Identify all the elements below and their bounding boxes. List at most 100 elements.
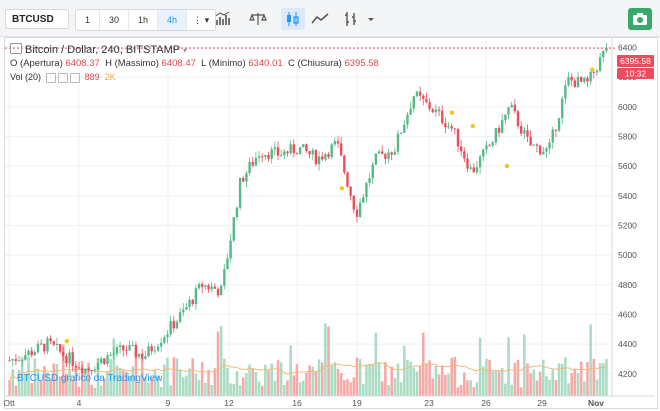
volume-bar <box>548 379 551 396</box>
candle-body <box>463 151 466 159</box>
legend-title: Bitcoin / Dollar, 240, BITSTAMP <box>25 44 181 56</box>
x-tick-label: Ott <box>3 398 15 408</box>
candle-body <box>46 338 49 352</box>
legend-dropdown-icon[interactable]: ▾ <box>183 46 188 55</box>
compare-icon[interactable] <box>246 8 270 30</box>
volume-bar <box>90 385 93 396</box>
chart-grid <box>5 40 612 396</box>
candle-body <box>605 48 608 51</box>
volume-bar <box>529 373 532 396</box>
candle-body <box>96 362 100 370</box>
volume-bar <box>428 360 431 396</box>
volume-bar <box>317 359 321 396</box>
volume-bar <box>194 373 198 396</box>
chevron-down-icon[interactable] <box>363 8 377 30</box>
close-icon[interactable] <box>69 72 80 83</box>
candle-body <box>84 368 87 373</box>
candle-body <box>510 104 513 108</box>
candle-body <box>188 299 191 307</box>
candle-body <box>128 345 131 351</box>
candle-body <box>90 370 93 372</box>
candle-body <box>33 352 37 356</box>
event-marker[interactable] <box>64 338 70 344</box>
candle-body <box>106 355 109 364</box>
volume-bar <box>387 384 390 396</box>
candle-body <box>472 167 475 173</box>
candle-body <box>428 102 431 110</box>
event-marker[interactable] <box>449 110 455 115</box>
open-value: 6408.37 <box>65 58 100 69</box>
candle-body <box>242 177 245 182</box>
volume-bar <box>469 380 472 396</box>
eye-icon[interactable] <box>45 72 56 83</box>
bars-style-icon[interactable] <box>339 8 363 30</box>
candle-body <box>62 351 65 357</box>
candles-style-icon[interactable] <box>281 8 305 30</box>
event-marker[interactable] <box>339 186 345 191</box>
high-value: 6408.47 <box>161 58 196 69</box>
timeframe-1h[interactable]: 1h <box>129 10 159 30</box>
candle-body <box>450 126 453 129</box>
candle-body <box>422 95 425 100</box>
candle-body <box>368 178 371 183</box>
y-tick-label: 4800 <box>618 280 637 290</box>
candle-body <box>561 98 564 119</box>
candle-body <box>362 197 365 203</box>
candle-body <box>302 144 305 148</box>
candle-body <box>156 346 160 351</box>
event-marker[interactable] <box>470 123 476 129</box>
candle-body <box>204 285 207 287</box>
volume-bar <box>197 380 201 396</box>
tradingview-watermark[interactable]: BTCUSD grafico da TradingView <box>17 373 163 384</box>
candle-body <box>71 352 74 366</box>
volume-bar <box>349 382 352 396</box>
candle-body <box>393 151 397 155</box>
event-marker[interactable] <box>504 163 510 169</box>
candle-body <box>229 240 232 259</box>
symbol-input[interactable]: BTCUSD <box>5 9 69 29</box>
candle-body <box>482 149 485 157</box>
volume-bar <box>339 372 343 396</box>
candle-body <box>219 285 223 296</box>
candle-body <box>213 286 217 289</box>
volume-bar <box>330 365 333 396</box>
candle-body <box>377 151 381 154</box>
chart-toolbar: BTCUSD 1 30 1h 4h ⋮ ▾ <box>0 0 660 37</box>
event-marker[interactable] <box>590 67 595 72</box>
timeframe-1[interactable]: 1 <box>76 10 101 30</box>
candle-body <box>207 285 210 290</box>
volume-bar <box>305 372 308 396</box>
volume-bar <box>573 369 577 396</box>
candle-body <box>431 109 434 113</box>
line-style-icon[interactable] <box>308 8 332 30</box>
volume-bar <box>283 385 286 396</box>
candle-body <box>346 172 349 187</box>
volume-bar <box>403 345 406 396</box>
timeframe-4h[interactable]: 4h <box>158 10 188 30</box>
volume-bar <box>415 371 419 396</box>
timeframe-30[interactable]: 30 <box>100 10 130 30</box>
candle-body <box>567 76 570 86</box>
candle-body <box>444 123 447 128</box>
candle-body <box>185 306 188 310</box>
settings-icon[interactable] <box>57 72 68 83</box>
volume-bar <box>320 362 324 396</box>
volume-bar <box>368 363 371 396</box>
x-tick-label: 19 <box>352 398 362 408</box>
volume-bar <box>352 377 356 396</box>
volume-bar <box>121 370 125 396</box>
candles <box>8 42 608 379</box>
candle-body <box>39 343 43 345</box>
indicators-icon[interactable] <box>212 8 236 30</box>
snapshot-camera-button[interactable] <box>628 8 652 30</box>
candle-body <box>21 359 24 361</box>
legend-settings-icon[interactable] <box>10 43 22 54</box>
volume-bar <box>96 358 100 396</box>
volume-bar <box>185 375 188 396</box>
volume-bar <box>118 367 122 396</box>
candle-body <box>169 321 172 335</box>
candle-body <box>292 144 295 154</box>
timeframe-more-button[interactable]: ⋮ ▾ <box>193 15 210 25</box>
candle-body <box>311 150 314 155</box>
